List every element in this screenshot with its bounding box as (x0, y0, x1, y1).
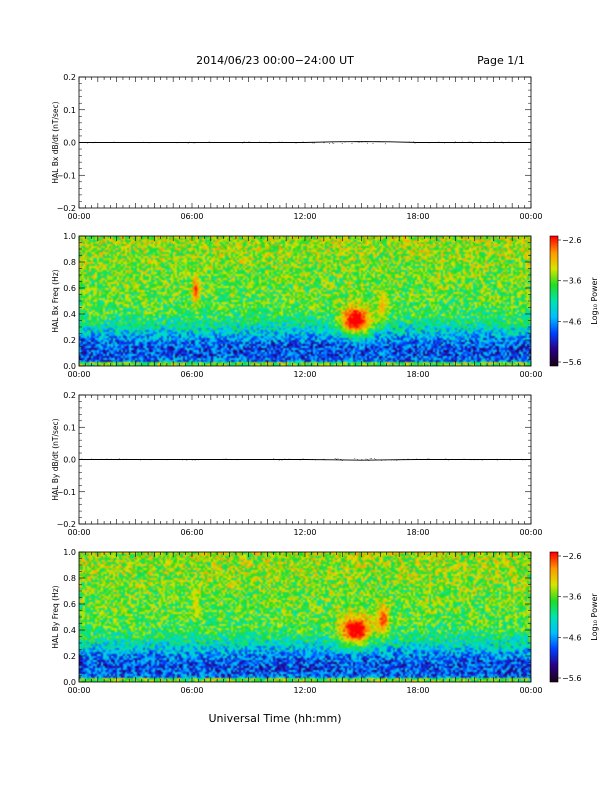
x-tick-label: 12:00 (293, 212, 316, 221)
figure-title: 2014/06/23 00:00−24:00 UT (196, 54, 354, 67)
page-indicator: Page 1/1 (477, 54, 525, 67)
colorbar-tick-label: −4.6 (562, 633, 581, 642)
x-axis-title: Universal Time (hh:mm) (209, 712, 342, 725)
y-tick-label: −0.1 (57, 488, 76, 497)
y-tick-label: 0.0 (63, 678, 76, 687)
x-tick-label: 12:00 (293, 686, 316, 695)
x-tick-label: 06:00 (180, 528, 203, 537)
colorbar-frame (549, 235, 559, 367)
spectrogram-image (79, 236, 531, 366)
y-tick-label: 0.2 (63, 73, 76, 82)
x-tick-label: 00:00 (519, 212, 542, 221)
x-tick-label: 00:00 (519, 686, 542, 695)
x-tick-label: 06:00 (180, 212, 203, 221)
x-tick-label: 00:00 (67, 528, 90, 537)
y-tick-label: −0.2 (57, 520, 76, 529)
x-tick-label: 18:00 (406, 212, 429, 221)
by-freq-spectrogram-panel: 1.00.80.60.40.20.000:00 06:00 12:00 18:00 00… (51, 548, 599, 695)
x-tick-label: 12:00 (293, 528, 316, 537)
x-tick-label: 18:00 (406, 528, 429, 537)
y-tick-label: 0.0 (63, 456, 76, 465)
colorbar-tick-label: −3.6 (562, 593, 581, 602)
colorbar-frame (549, 551, 559, 683)
x-tick-label: 00:00 (519, 528, 542, 537)
by-dbdt-panel: 0.20.10.0−0.1−0.200:00 06:00 12:00 18:00 00:… (51, 391, 543, 537)
y-tick-label: −0.1 (57, 171, 76, 180)
x-tick-label: 18:00 (406, 686, 429, 695)
y-tick-label: 0.4 (63, 310, 76, 319)
y-tick-label: 0.6 (63, 284, 76, 293)
colorbar-label: Log₁₀ Power (590, 277, 599, 325)
y-tick-label: 0.4 (63, 626, 76, 635)
colorbar: −2.6 −3.6 −4.6 −5.6 Log₁₀ Power (549, 235, 599, 367)
colorbar-tick-label: −5.6 (562, 358, 581, 367)
y-tick-label: −0.2 (57, 204, 76, 213)
colorbar-gradient (550, 236, 558, 366)
y-tick-label: 0.2 (63, 336, 76, 345)
colorbar-tick-label: −4.6 (562, 317, 581, 326)
y-tick-label: 0.0 (63, 362, 76, 371)
y-tick-label: 0.8 (63, 574, 76, 583)
bx-freq-spectrogram-panel: 1.00.80.60.40.20.000:00 06:00 12:00 18:00 00… (51, 232, 599, 379)
y-axis-label: HAL By dB/dt (nT/sec) (51, 418, 60, 500)
y-tick-label: 0.8 (63, 258, 76, 267)
y-tick-label: 0.2 (63, 391, 76, 400)
y-axis-label: HAL By Freq (Hz) (51, 585, 60, 648)
colorbar-tick-label: −2.6 (562, 236, 581, 245)
series-line (79, 141, 531, 143)
colorbar-label: Log₁₀ Power (590, 593, 599, 641)
y-tick-label: 0.6 (63, 600, 76, 609)
series-line (79, 459, 531, 461)
spectrogram-image (79, 552, 531, 682)
x-tick-label: 00:00 (67, 212, 90, 221)
x-tick-label: 06:00 (180, 370, 203, 379)
y-tick-label: 1.0 (63, 548, 76, 557)
x-tick-label: 00:00 (67, 686, 90, 695)
x-tick-label: 00:00 (519, 370, 542, 379)
x-tick-label: 12:00 (293, 370, 316, 379)
x-tick-label: 00:00 (67, 370, 90, 379)
bx-dbdt-panel: 0.20.10.0−0.1−0.200:00 06:00 12:00 18:00 00:… (51, 73, 543, 221)
y-axis-label: HAL Bx Freq (Hz) (51, 269, 60, 332)
y-tick-label: 0.1 (63, 423, 76, 432)
y-tick-label: 0.1 (63, 106, 76, 115)
colorbar-tick-label: −2.6 (562, 552, 581, 561)
y-axis-label: HAL Bx dB/dt (nT/sec) (51, 101, 60, 183)
colorbar-tick-label: −5.6 (562, 674, 581, 683)
x-tick-label: 18:00 (406, 370, 429, 379)
y-tick-label: 1.0 (63, 232, 76, 241)
colorbar-tick-label: −3.6 (562, 277, 581, 286)
y-tick-label: 0.2 (63, 652, 76, 661)
colorbar: −2.6 −3.6 −4.6 −5.6 Log₁₀ Power (549, 551, 599, 683)
colorbar-gradient (550, 552, 558, 682)
y-tick-label: 0.0 (63, 139, 76, 148)
x-tick-label: 06:00 (180, 686, 203, 695)
